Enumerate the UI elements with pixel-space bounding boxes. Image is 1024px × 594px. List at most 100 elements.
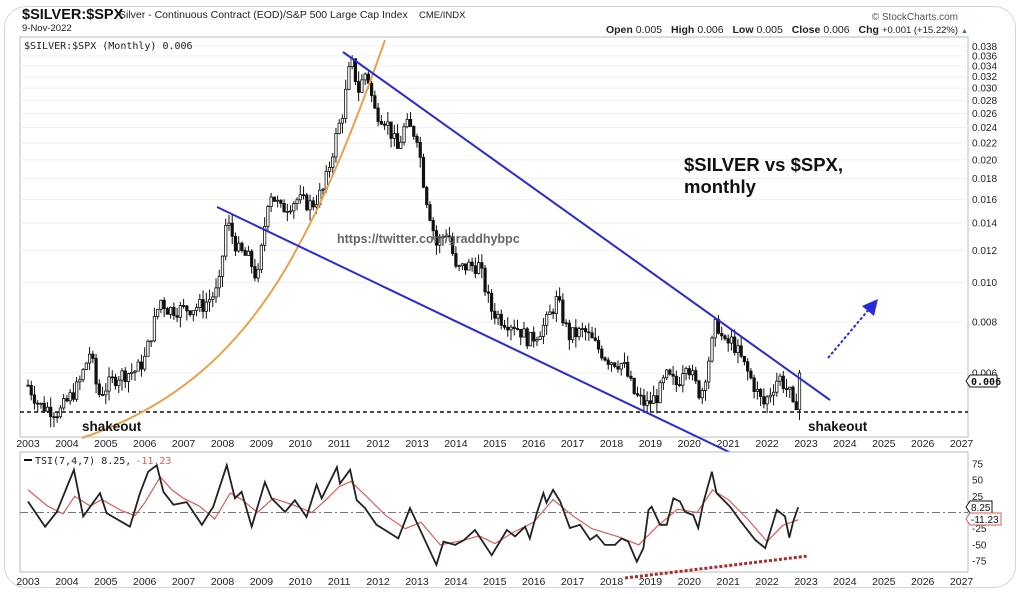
candle xyxy=(243,247,247,256)
candle-body xyxy=(629,375,633,379)
candle xyxy=(29,380,33,401)
tsi-y-tick: -50 xyxy=(972,540,987,551)
candle-body xyxy=(107,376,111,392)
price-x-tick: 2013 xyxy=(405,438,429,450)
candle-body xyxy=(797,372,802,411)
candle xyxy=(428,201,432,222)
candle xyxy=(152,307,157,343)
candle xyxy=(635,386,640,398)
candle-body xyxy=(733,336,737,353)
candle-body xyxy=(580,328,584,330)
candle-body xyxy=(493,310,497,319)
chg-label: Chg xyxy=(859,24,879,36)
candle-body xyxy=(55,416,59,419)
candle-body xyxy=(759,388,763,398)
candle xyxy=(652,385,656,404)
candle xyxy=(606,357,610,370)
candle-body xyxy=(613,362,617,367)
candle-body xyxy=(658,382,662,404)
candle-body xyxy=(26,384,30,387)
candle-body xyxy=(558,296,562,301)
candle-body xyxy=(45,406,50,412)
shakeout-label-left: shakeout xyxy=(82,419,142,434)
tsi-x-tick: 2022 xyxy=(755,576,779,588)
candle xyxy=(113,373,118,390)
price-x-tick: 2011 xyxy=(328,438,351,450)
candle xyxy=(710,335,714,363)
candle-body xyxy=(528,331,533,347)
tsi-signal-last-value-tag: -11.23 xyxy=(965,512,1002,526)
candle xyxy=(308,194,312,221)
price-x-tick: 2017 xyxy=(561,438,585,450)
tsi-y-tick: -75 xyxy=(972,557,987,568)
tsi-x-tick: 2011 xyxy=(328,576,351,588)
candle xyxy=(230,214,234,245)
price-x-tick: 2024 xyxy=(833,438,857,450)
candle xyxy=(107,367,111,401)
candle xyxy=(736,339,740,364)
tsi-x-tick: 2015 xyxy=(483,576,507,588)
candle-body xyxy=(713,319,717,339)
candle xyxy=(703,379,708,401)
candle-body xyxy=(532,331,536,342)
candle-body xyxy=(353,58,358,82)
candle-body xyxy=(68,392,72,402)
candle xyxy=(697,379,701,400)
candle-body xyxy=(755,388,759,392)
candle-body xyxy=(665,369,669,379)
chart-description: Silver - Continuous Contract (EOD)/S&P 5… xyxy=(119,9,408,21)
candle-body xyxy=(408,119,413,127)
candle-body xyxy=(42,402,46,412)
candle xyxy=(133,369,137,381)
candle-body xyxy=(768,394,772,398)
candle xyxy=(227,215,231,231)
candle xyxy=(181,298,186,309)
candle xyxy=(327,161,332,178)
price-candles xyxy=(26,55,802,428)
candle-body xyxy=(279,199,283,204)
price-y-tick: 0.024 xyxy=(972,123,997,134)
candle-body xyxy=(382,123,387,126)
candle xyxy=(600,345,604,361)
chart-date: 9-Nov-2022 xyxy=(22,23,72,34)
candle-body xyxy=(749,370,753,379)
candle xyxy=(331,152,335,177)
tsi-signal-line xyxy=(27,475,799,546)
candle-body xyxy=(162,299,166,310)
candle xyxy=(438,233,442,254)
candle xyxy=(110,370,114,384)
tsi-x-tick: 2025 xyxy=(872,576,896,588)
candle xyxy=(528,331,533,347)
price-y-tick: 0.012 xyxy=(972,246,997,257)
candle xyxy=(340,114,345,134)
candle xyxy=(198,294,202,313)
candle xyxy=(784,378,789,398)
candle xyxy=(603,356,607,362)
candle-body xyxy=(49,406,53,418)
candle xyxy=(496,310,500,325)
candle-body xyxy=(295,199,299,204)
candle-body xyxy=(626,362,630,377)
candle-body xyxy=(609,362,614,365)
candle-body xyxy=(464,263,468,271)
candle xyxy=(749,368,753,380)
candle xyxy=(42,396,46,413)
candle xyxy=(499,309,503,330)
price-legend: $SILVER:$SPX (Monthly) 0.006 xyxy=(24,41,193,52)
parabolic-curve xyxy=(81,39,386,439)
candle-body xyxy=(386,121,390,126)
candle xyxy=(91,350,95,364)
candle xyxy=(162,297,166,318)
candle xyxy=(360,74,364,93)
candle xyxy=(123,367,127,388)
candle-body xyxy=(143,355,147,370)
candle xyxy=(266,204,270,232)
candle xyxy=(256,263,260,283)
candle-body xyxy=(149,340,153,343)
candle-body xyxy=(285,211,289,213)
candle-body xyxy=(480,262,484,269)
candle xyxy=(295,197,299,211)
candle xyxy=(551,308,555,320)
candle xyxy=(237,236,241,253)
candle-body xyxy=(522,328,526,338)
